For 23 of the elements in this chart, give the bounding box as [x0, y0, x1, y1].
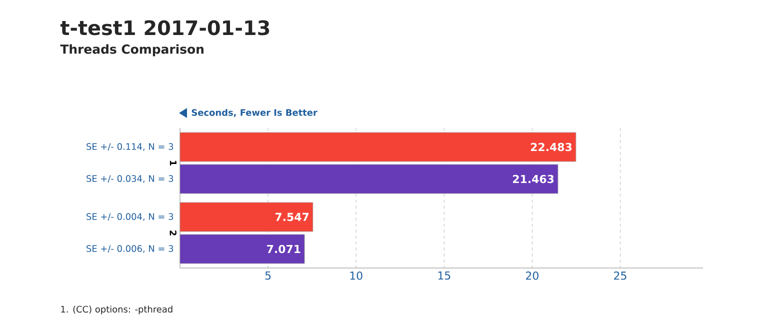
x-tick-label: 25: [614, 272, 626, 280]
y-tick-label: 1: [170, 160, 176, 166]
text: SE +/- 0.006, N = 3: [86, 245, 174, 253]
x-tick-label: 15: [438, 272, 450, 280]
x-tick-label: 20: [526, 272, 538, 280]
y-tick-label: 2: [170, 230, 176, 236]
text: SE +/- 0.004, N = 3: [86, 213, 174, 221]
chart-subtitle: Threads Comparison: [60, 44, 204, 56]
x-tick-label: 10: [350, 272, 362, 280]
bar: [180, 164, 558, 194]
bar: [180, 132, 576, 162]
text: 1. (CC) options: -pthread: [61, 306, 172, 314]
x-tick-label: 5: [265, 272, 271, 280]
text: Seconds, Fewer Is Better: [192, 108, 318, 118]
bar: [180, 202, 314, 232]
data-label: 22.483: [530, 142, 572, 152]
bar: [180, 234, 305, 264]
data-label: 21.463: [513, 174, 554, 184]
chart-title: t-test1 2017-01-13: [60, 20, 270, 36]
data-label: 7.547: [275, 212, 309, 222]
text: SE +/- 0.114, N = 3: [86, 143, 174, 151]
text: SE +/- 0.034, N = 3: [86, 175, 174, 183]
data-label: 7.071: [267, 244, 300, 254]
